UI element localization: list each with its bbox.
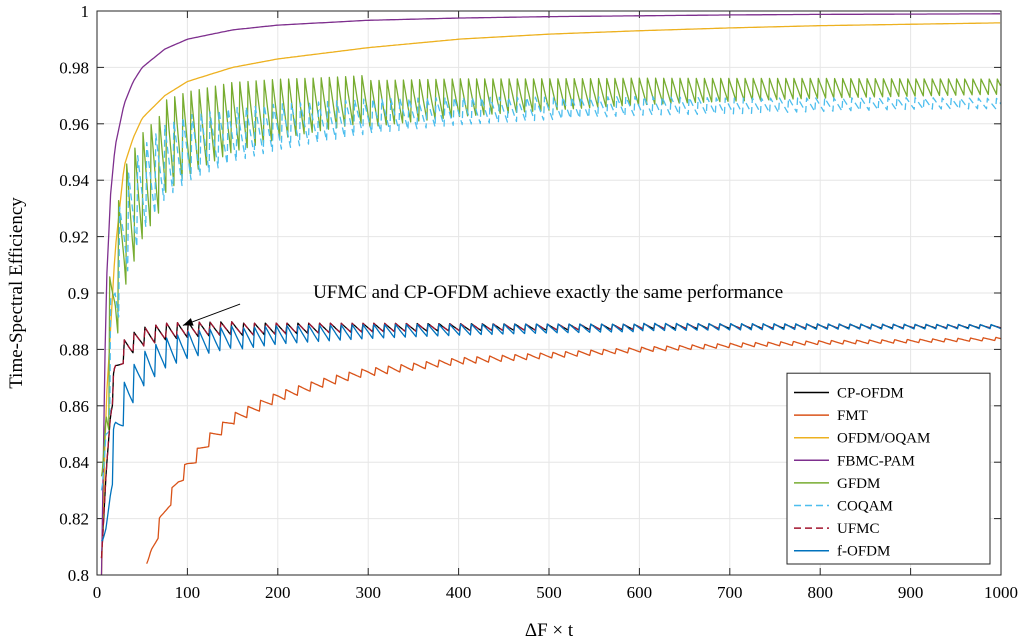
legend-label-ufmc: UFMC [837,521,880,537]
y-tick-label: 0.9 [68,284,89,303]
x-tick-label: 700 [717,583,743,602]
x-tick-label: 800 [807,583,833,602]
y-tick-label: 0.96 [59,115,89,134]
y-tick-label: 0.94 [59,171,89,190]
legend-label-cp-ofdm: CP-OFDM [837,386,904,402]
x-tick-label: 100 [175,583,201,602]
x-tick-label: 900 [898,583,924,602]
axis-ticks: 0 100 200 300 400 500 600 700 800 900 1000 0.8 0.82 0… [59,2,1018,602]
y-tick-label: 0.84 [59,453,89,472]
series-line-f-ofdm [101,322,1001,542]
series-line-fbmc-pam [100,13,1001,575]
annotation-arrow-head [182,318,194,326]
x-tick-label: 600 [627,583,653,602]
x-tick-label: 0 [93,583,102,602]
plot-frame [96,10,1002,576]
annotation-text: UFMC and CP-OFDM achieve exactly the sam… [313,282,783,303]
series-line-fmt [146,336,1001,564]
y-tick-label: 0.86 [59,397,89,416]
legend-label-fbmc-pam: FBMC-PAM [837,453,915,469]
data-series [100,13,1001,575]
x-tick-label: 200 [265,583,291,602]
y-tick-label: 0.8 [68,566,89,585]
legend-box [786,372,991,565]
y-tick-label: 0.82 [59,510,89,529]
series-line-gfdm [100,75,1001,477]
y-tick-label: 0.88 [59,340,89,359]
legend-label-ofdm-oqam: OFDM/OQAM [837,431,930,447]
legend-label-fmt: FMT [837,408,868,424]
annotation: UFMC and CP-OFDM achieve exactly the sam… [182,282,783,326]
legend: CP-OFDM FMT OFDM/OQAM FBMC-PAM GFDM COQAM UFMC… [786,372,991,565]
y-tick-label: 1 [81,2,90,21]
y-tick-label: 0.92 [59,228,89,247]
y-axis-label: Time-Spectral Efficiency [6,197,27,389]
legend-label-f-ofdm: f-OFDM [837,544,890,560]
annotation-arrow-line [182,303,241,326]
y-tick-label: 0.98 [59,58,89,77]
series-line-coqam [100,95,1001,491]
legend-label-gfdm: GFDM [837,476,880,492]
x-tick-label: 1000 [984,583,1018,602]
x-tick-label: 300 [355,583,381,602]
x-tick-label: 500 [536,583,562,602]
x-axis-label: ΔF × t [525,620,574,641]
x-tick-label: 400 [446,583,472,602]
legend-label-coqam: COQAM [837,499,893,515]
series-line-ofdm-oqam [100,22,1001,575]
